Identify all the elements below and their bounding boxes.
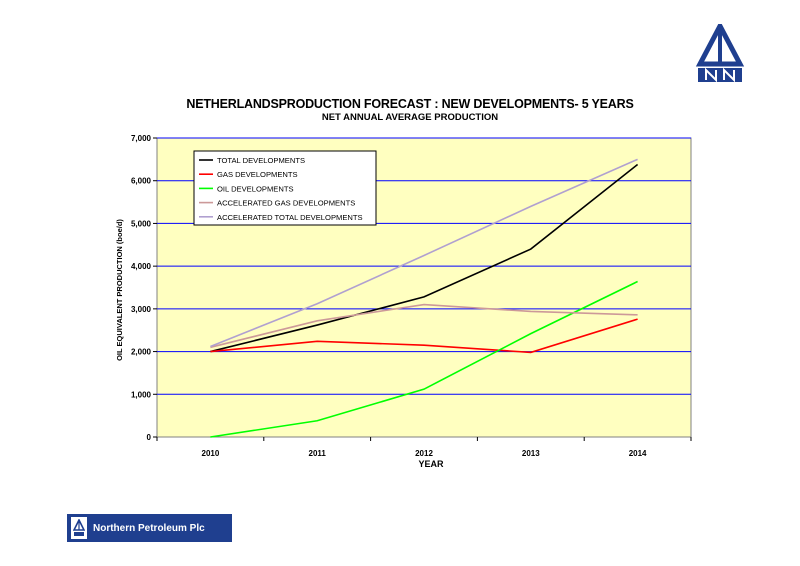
series-line — [210, 158, 638, 348]
x-tick-label: 2011 — [309, 449, 327, 458]
x-tick-label: 2010 — [202, 449, 220, 458]
footer-company-logo: Northern Petroleum Plc — [67, 514, 232, 542]
y-axis-label: OIL EQUIVALENT PRODUCTION (boe/d) — [115, 219, 124, 361]
company-logo-icon — [695, 24, 745, 83]
company-name: Northern Petroleum Plc — [93, 522, 205, 534]
y-tick-label: 3,000 — [131, 305, 152, 314]
x-tick-label: 2012 — [415, 449, 433, 458]
legend-box — [193, 150, 377, 226]
legend-label: TOTAL DEVELOPMENTS — [217, 156, 305, 165]
series-line — [210, 318, 638, 354]
legend-label: ACCELERATED TOTAL DEVELOPMENTS — [217, 213, 363, 222]
company-mark-icon — [71, 517, 87, 539]
legend-label: OIL DEVELOPMENTS — [217, 184, 294, 193]
y-tick-label: 5,000 — [131, 219, 152, 228]
chart-title: NETHERLANDSPRODUCTION FORECAST : NEW DEV… — [186, 97, 634, 111]
series-line — [210, 280, 638, 438]
x-axis-label: YEAR — [418, 459, 444, 469]
series-line — [210, 303, 638, 349]
x-tick-label: 2013 — [522, 449, 540, 458]
y-tick-label: 1,000 — [131, 390, 152, 399]
y-tick-label: 7,000 — [131, 134, 152, 143]
legend-label: GAS DEVELOPMENTS — [217, 170, 298, 179]
y-tick-label: 0 — [147, 433, 152, 442]
y-tick-label: 4,000 — [131, 262, 152, 271]
y-tick-label: 2,000 — [131, 348, 152, 357]
series-line — [210, 163, 639, 353]
legend-label: ACCELERATED GAS DEVELOPMENTS — [217, 199, 355, 208]
chart-subtitle: NET ANNUAL AVERAGE PRODUCTION — [321, 112, 499, 123]
y-tick-label: 6,000 — [131, 177, 152, 186]
x-tick-label: 2014 — [629, 449, 647, 458]
